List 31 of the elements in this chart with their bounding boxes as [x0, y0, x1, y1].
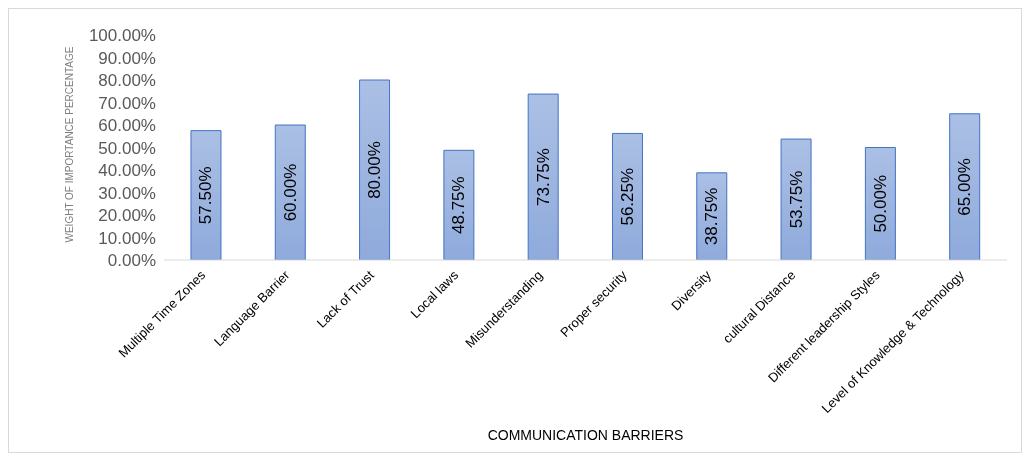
bar — [611, 132, 643, 260]
x-axis-title: COMMUNICATION BARRIERS — [487, 427, 684, 443]
y-tick-label: 60.00% — [98, 116, 156, 136]
y-axis-title: WEIGHT OF IMPORTANCE PERCENTAGE — [63, 46, 75, 243]
y-tick-label: 30.00% — [98, 183, 156, 203]
data-label: 60.00% — [280, 163, 300, 222]
y-tick-label: 100.00% — [88, 26, 156, 46]
y-tick-label: 0.00% — [107, 251, 156, 271]
bar — [359, 79, 391, 260]
bar — [443, 149, 475, 260]
data-label: 38.75% — [702, 187, 722, 246]
data-label: 65.00% — [955, 158, 975, 216]
bar — [527, 93, 559, 260]
data-label: 48.75% — [449, 176, 469, 234]
y-tick-label: 10.00% — [98, 228, 156, 248]
data-label: 50.00% — [870, 174, 890, 233]
data-label: 53.75% — [786, 170, 806, 229]
data-label: 73.75% — [533, 148, 553, 206]
y-tick-label: 50.00% — [98, 138, 156, 158]
data-label: 80.00% — [365, 141, 385, 199]
y-tick-label: 80.00% — [98, 71, 156, 91]
bar — [190, 130, 222, 260]
bar — [274, 124, 306, 260]
bar — [780, 138, 812, 260]
y-tick-label: 20.00% — [98, 206, 156, 226]
data-label: 57.50% — [196, 166, 216, 225]
y-tick-label: 70.00% — [98, 93, 156, 113]
bar — [949, 113, 981, 260]
y-tick-label: 90.00% — [98, 48, 156, 68]
y-tick-label: 40.00% — [98, 161, 156, 181]
data-label: 56.25% — [617, 167, 637, 226]
